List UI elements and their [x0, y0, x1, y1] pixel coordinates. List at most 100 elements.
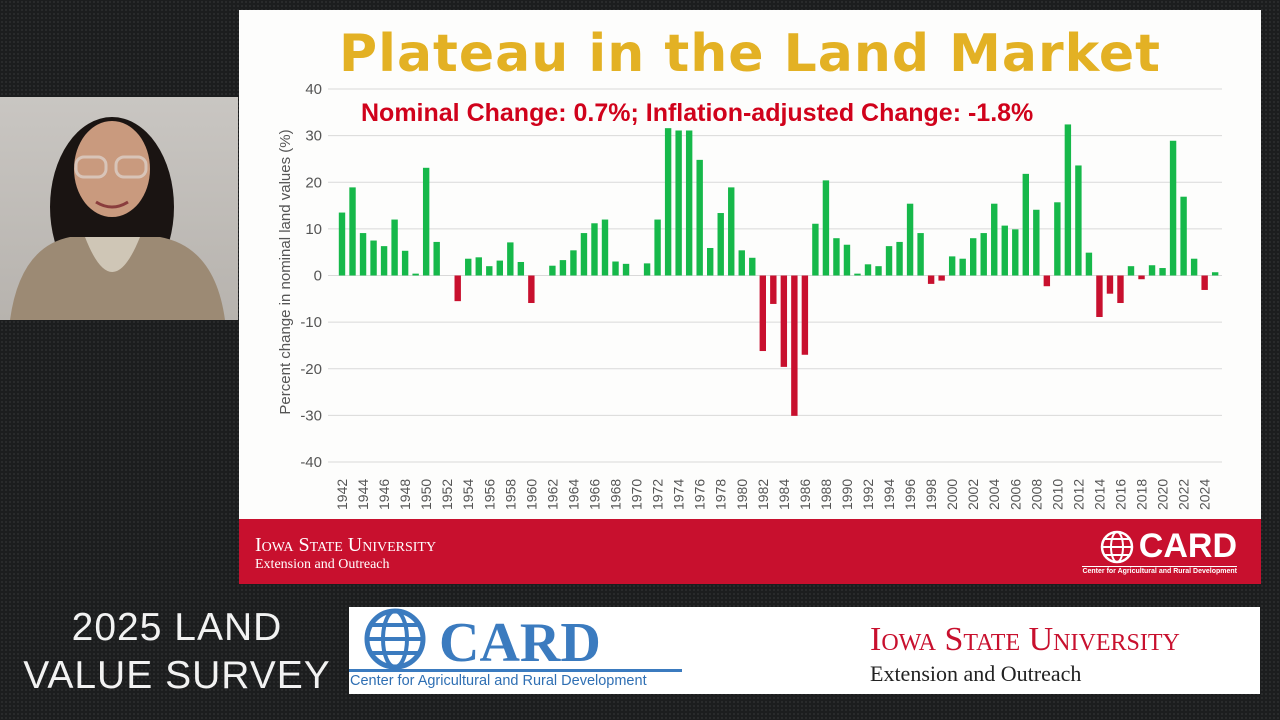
bar-1994: [885, 246, 893, 276]
bar-2020: [1159, 268, 1166, 276]
x-tick-label: 1966: [586, 479, 602, 510]
y-tick-label: -40: [300, 454, 322, 471]
x-tick-label: 1996: [902, 479, 918, 510]
presenter-webcam: [0, 97, 238, 320]
x-tick-label: 1950: [418, 479, 434, 510]
bar-1947: [391, 219, 398, 276]
bar-2007: [1022, 173, 1029, 276]
bar-2001: [959, 258, 966, 276]
bar-1960: [528, 275, 535, 304]
survey-title: 2025 LAND VALUE SURVEY: [22, 604, 332, 700]
bar-2018: [1138, 275, 1145, 280]
x-tick-label: 1964: [565, 479, 581, 510]
bar-1959: [517, 261, 525, 276]
bar-1998: [927, 275, 935, 284]
y-tick-label: -10: [300, 314, 322, 331]
bar-1944: [359, 233, 367, 276]
bar-1986: [801, 275, 809, 355]
x-tick-label: 1986: [797, 479, 813, 510]
x-tick-label: 1974: [671, 479, 687, 510]
x-tick-label: 2006: [1007, 479, 1023, 510]
bar-2014: [1096, 275, 1103, 317]
y-tick-label: 30: [305, 128, 322, 145]
bar-1966: [591, 223, 598, 276]
bar-2011: [1064, 124, 1072, 276]
bar-1948: [401, 250, 409, 276]
survey-title-line2: VALUE SURVEY: [23, 654, 331, 697]
bar-1979: [728, 187, 735, 276]
bar-1945: [370, 240, 377, 276]
bar-1969: [622, 263, 630, 276]
bar-2013: [1085, 252, 1093, 276]
bar-1996: [906, 203, 914, 276]
footer-banner: Iowa State University Extension and Outr…: [239, 519, 1261, 584]
bar-1987: [812, 223, 819, 276]
bar-1975: [685, 130, 693, 276]
card-subtitle: Center for Agricultural and Rural Develo…: [350, 673, 647, 689]
x-tick-label: 2000: [944, 479, 960, 510]
card-logo-small: CARD Center for Agricultural and Rural D…: [1082, 527, 1237, 575]
x-tick-label: 2010: [1049, 479, 1065, 510]
isu-name: Iowa State University: [255, 534, 437, 556]
bar-1946: [380, 246, 388, 276]
logo-strip: CARD Center for Agricultural and Rural D…: [349, 607, 1260, 694]
x-tick-label: 1984: [776, 479, 792, 510]
x-tick-label: 1978: [713, 479, 729, 510]
y-tick-label: 10: [305, 221, 322, 238]
y-tick-label: -20: [300, 361, 322, 378]
bar-1962: [549, 265, 556, 276]
x-tick-label: 1942: [334, 479, 350, 510]
bar-1997: [917, 233, 924, 276]
bar-1967: [601, 219, 609, 276]
bar-1971: [643, 263, 651, 276]
bar-2021: [1169, 140, 1177, 276]
bar-2009: [1043, 275, 1051, 287]
bar-1985: [791, 275, 798, 416]
bar-1968: [612, 261, 619, 276]
bar-1956: [486, 266, 493, 276]
bar-1957: [496, 260, 503, 276]
card-subtitle: Center for Agricultural and Rural Develo…: [1082, 566, 1237, 575]
y-axis-label: Percent change in nominal land values (%…: [277, 129, 294, 414]
bar-2006: [1012, 229, 1019, 276]
x-tick-label: 1998: [923, 479, 939, 510]
bar-1982: [759, 275, 766, 352]
card-name: CARD: [439, 612, 601, 674]
bar-1988: [822, 180, 830, 276]
bar-1981: [749, 257, 756, 276]
bar-1950: [422, 167, 430, 276]
bar-1991: [854, 273, 861, 276]
x-tick-label: 1990: [839, 479, 855, 510]
x-tick-label: 2024: [1197, 479, 1213, 510]
card-divider: [349, 669, 682, 672]
x-tick-label: 1968: [608, 479, 624, 510]
x-tick-label: 2002: [965, 479, 981, 510]
x-tick-label: 1982: [755, 479, 771, 510]
bar-1993: [875, 266, 882, 276]
bar-1965: [580, 233, 588, 276]
x-tick-label: 2008: [1028, 479, 1044, 510]
bar-1992: [864, 264, 872, 276]
y-tick-label: 0: [314, 268, 322, 285]
bar-1951: [433, 241, 440, 276]
x-tick-label: 1980: [734, 479, 750, 510]
x-tick-label: 2004: [986, 479, 1002, 510]
bar-2010: [1054, 202, 1061, 276]
bar-2023: [1190, 258, 1198, 276]
bar-1958: [507, 242, 514, 276]
bar-2005: [1001, 225, 1008, 276]
x-tick-label: 2016: [1112, 479, 1128, 510]
bar-2024: [1201, 275, 1208, 290]
x-tick-label: 1970: [629, 479, 645, 510]
x-tick-label: 1972: [650, 479, 666, 510]
y-tick-label: 20: [305, 174, 322, 191]
x-tick-label: 1960: [523, 479, 539, 510]
x-tick-label: 1958: [502, 479, 518, 510]
bar-1954: [465, 258, 472, 276]
bar-2017: [1127, 266, 1135, 276]
bar-1983: [770, 275, 777, 304]
isu-logo: Iowa State University Extension and Outr…: [870, 621, 1180, 687]
bar-2000: [948, 256, 956, 276]
bar-1949: [412, 273, 419, 276]
